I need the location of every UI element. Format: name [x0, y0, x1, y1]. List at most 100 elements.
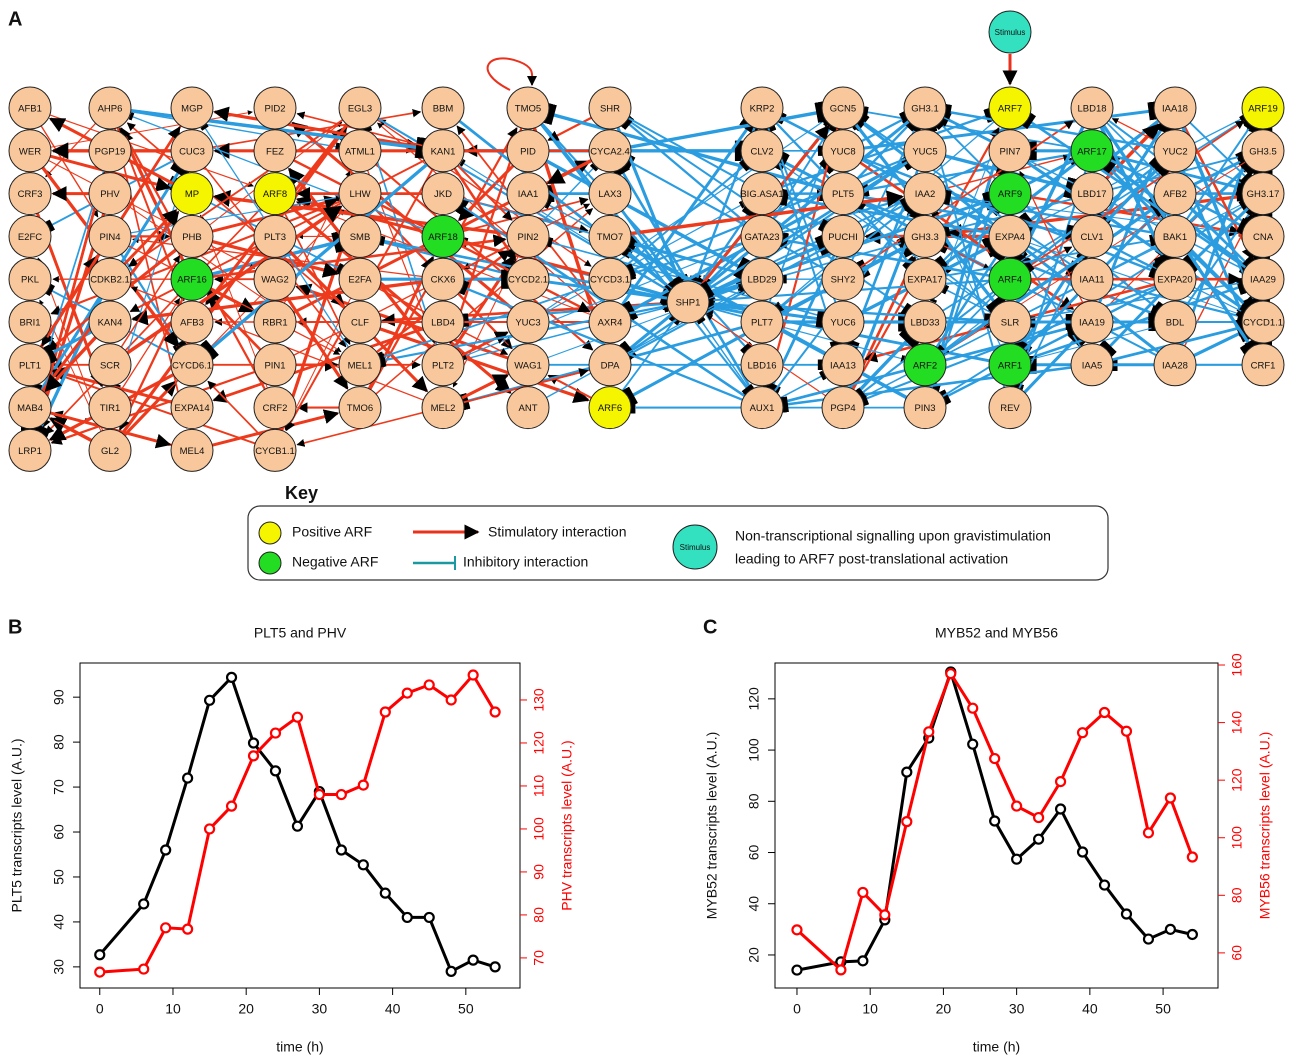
- stimulatory-edge: [128, 245, 341, 355]
- data-point: [791, 964, 803, 976]
- gene-node: [740, 386, 784, 430]
- data-point: [423, 679, 435, 691]
- gene-node: [253, 300, 297, 344]
- stimulatory-edge: [213, 106, 423, 149]
- inhibitory-edge: [767, 127, 843, 347]
- gene-node: [1070, 172, 1114, 216]
- key-note: leading to ARF7 post-translational activ…: [735, 551, 1008, 567]
- gene-label: CRF3: [18, 189, 43, 200]
- gene-node: [421, 172, 465, 216]
- gene-label: ARF6: [598, 403, 622, 414]
- stimulatory-edge: [123, 209, 178, 266]
- data-point: [989, 752, 1001, 765]
- data-point: [247, 737, 260, 749]
- y-tick-label: 120: [746, 687, 762, 711]
- gene-label: AHP6: [98, 104, 123, 115]
- stimulus-label: Stimulus: [995, 28, 1026, 37]
- inhibitory-edge: [856, 115, 1076, 269]
- gene-label: EXPA17: [907, 275, 942, 286]
- data-point: [1076, 846, 1089, 858]
- data-point: [138, 963, 150, 975]
- gene-node: [588, 257, 632, 301]
- y2-tick-label: 130: [531, 688, 547, 712]
- data-point: [923, 726, 935, 738]
- gene-label: GH3.3: [911, 232, 938, 243]
- gene-label: MGP: [181, 104, 203, 115]
- stimulatory-edge: [49, 418, 92, 441]
- gene-label: CRF1: [1251, 360, 1276, 371]
- gene-label: PUCHI: [828, 232, 858, 243]
- y2-tick-label: 100: [1229, 826, 1245, 850]
- data-point: [1054, 776, 1067, 788]
- stimulatory-edge: [212, 327, 424, 403]
- gene-label: WAG1: [514, 360, 542, 371]
- inhibitory-edge: [459, 280, 743, 401]
- gene-node: [821, 386, 865, 430]
- gene-node: [988, 172, 1032, 216]
- gene-node: [1153, 129, 1197, 173]
- self-loop: [486, 57, 538, 91]
- inhibitory-edge: [624, 247, 673, 289]
- gene-label: ARF18: [428, 232, 458, 243]
- gene-label: CLF: [351, 318, 369, 329]
- gene-label: GL2: [101, 446, 119, 457]
- gene-label: CKX6: [431, 275, 456, 286]
- gene-label: CYCB1.1: [255, 446, 295, 457]
- inhibitory-edge: [113, 170, 187, 389]
- stimulatory-edge: [44, 336, 97, 393]
- stimulus-node: [988, 10, 1032, 54]
- gene-node: [1241, 172, 1285, 216]
- gene-label: IAA11: [1079, 275, 1104, 286]
- gene-node: [740, 214, 784, 258]
- gene-label: YUC3: [515, 318, 540, 329]
- gene-node: [170, 129, 214, 173]
- y2-tick-label: 110: [531, 775, 547, 798]
- gene-node: [88, 343, 132, 387]
- gene-node: [1153, 257, 1197, 301]
- gene-label: ANT: [519, 403, 538, 414]
- gene-label: PIN2: [517, 232, 538, 243]
- gene-node: [1241, 86, 1285, 130]
- gene-node: [588, 172, 632, 216]
- inhibitory-edge: [1189, 121, 1253, 184]
- stimulatory-edge: [547, 116, 592, 142]
- gene-label: KAN4: [98, 318, 123, 329]
- gene-label: CYCD1.1: [1243, 318, 1283, 329]
- gene-label: SHY2: [831, 275, 856, 286]
- x-tick-label: 30: [1009, 1001, 1025, 1017]
- data-point: [1142, 827, 1155, 839]
- key-swatch: [258, 551, 282, 575]
- gene-node: [506, 343, 550, 387]
- gene-node: [8, 343, 52, 387]
- stimulatory-edge: [379, 327, 590, 404]
- gene-label: PLT7: [751, 318, 773, 329]
- gene-node: [170, 300, 214, 344]
- inhibitory-edge: [925, 126, 1006, 388]
- gene-node: [253, 428, 297, 472]
- data-point: [901, 766, 913, 778]
- gene-node: [170, 172, 214, 216]
- gene-label: CYCA2.4: [590, 146, 630, 157]
- inhibitory-edge: [542, 163, 599, 222]
- gene-node: [588, 386, 632, 430]
- stimulatory-edge: [207, 380, 261, 436]
- gene-node: [1153, 343, 1197, 387]
- data-point: [1120, 725, 1133, 737]
- gene-label: PGP19: [95, 146, 126, 157]
- y2-axis-label: PHV transcripts level (A.U.): [559, 740, 575, 910]
- x-tick-label: 0: [96, 1001, 104, 1017]
- gene-label: GH3.5: [1249, 146, 1276, 157]
- gene-label: CYCD6.1: [172, 360, 212, 371]
- stimulatory-edge: [126, 205, 343, 355]
- gene-label: KAN1: [431, 146, 456, 157]
- gene-node: [988, 343, 1032, 387]
- gene-label: PHB: [182, 232, 202, 243]
- key-label: Stimulus: [680, 543, 711, 552]
- inhibitory-edge: [935, 248, 1006, 348]
- key-label: Positive ARF: [292, 524, 372, 540]
- y2-tick-label: 120: [531, 731, 547, 755]
- stimulatory-edge: [859, 120, 1074, 269]
- gene-label: ARF9: [998, 189, 1022, 200]
- gene-label: MEL2: [431, 403, 456, 414]
- gene-label: IAA29: [1250, 275, 1276, 286]
